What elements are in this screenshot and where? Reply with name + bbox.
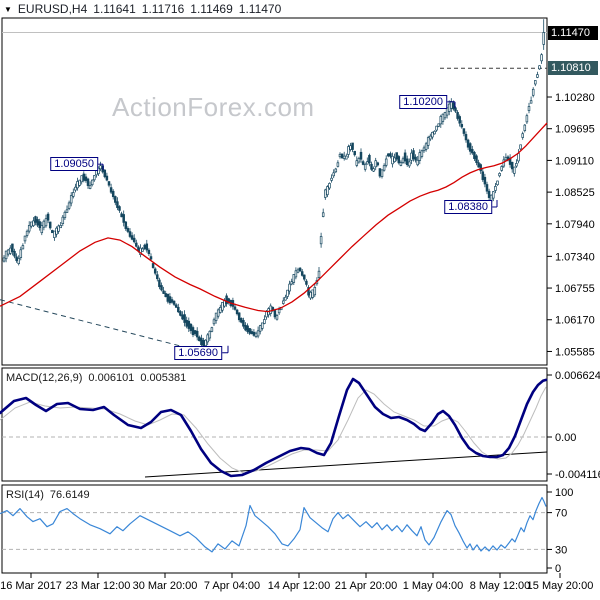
resistance-level-tag: 1.10810	[548, 61, 598, 76]
y-axis-label: 0	[555, 563, 561, 575]
ohlc-high: 1.11716	[141, 2, 185, 16]
y-axis-label: -0.004116	[555, 469, 600, 481]
y-axis-label: 0.006624	[555, 370, 600, 382]
time-axis-label: 8 May 12:00	[470, 580, 531, 592]
price-label-1-05690[interactable]: 1.05690	[174, 345, 222, 360]
macd-main-line	[0, 377, 548, 478]
ohlc-low: 1.11469	[190, 2, 233, 16]
current-price-tag: 1.11470	[548, 25, 598, 40]
y-axis-label: 30	[555, 544, 567, 556]
y-axis-label: 1.05585	[555, 346, 595, 358]
ohlc-open: 1.11641	[93, 2, 136, 16]
macd-indicator-label: MACD(12,26,9) 0.006101 0.005381	[6, 372, 186, 384]
chart-title-symbol: EURUSD,H4	[17, 2, 88, 16]
time-axis-label: 21 Apr 20:00	[335, 580, 397, 592]
rsi-indicator-label: RSI(14) 76.6149	[6, 489, 90, 501]
y-axis-label: 1.06170	[555, 315, 595, 327]
price-label-1-08380[interactable]: 1.08380	[444, 199, 492, 214]
time-axis-label: 15 May 20:00	[527, 580, 594, 592]
macd-label-name: MACD(12,26,9)	[6, 372, 83, 384]
macd-trendline[interactable]	[144, 451, 548, 478]
price-panel-canvas[interactable]	[1, 17, 548, 366]
time-axis-label: 23 Mar 12:00	[66, 580, 131, 592]
moving-average-line	[0, 122, 548, 313]
symbol-dropdown-icon[interactable]: ▼	[4, 4, 12, 14]
y-axis-label: 1.10280	[555, 92, 595, 104]
time-axis-label: 7 Apr 04:00	[204, 580, 260, 592]
y-axis-label: 70	[555, 508, 567, 520]
time-axis-label: 14 Apr 12:00	[268, 580, 330, 592]
y-axis-label: 1.09110	[555, 155, 594, 167]
rsi-value: 76.6149	[49, 489, 90, 501]
rsi-panel-canvas[interactable]	[1, 484, 548, 574]
macd-panel-canvas[interactable]	[1, 367, 548, 482]
watermark: ActionForex.com	[112, 92, 315, 122]
time-axis-label: 1 May 04:00	[403, 580, 464, 592]
macd-value-main: 0.006101	[88, 372, 135, 384]
rsi-line	[0, 496, 547, 553]
y-axis-label: 1.09695	[555, 124, 595, 136]
y-axis-label: 1.08525	[555, 187, 595, 199]
title-bar: ▼ EURUSD,H4 1.11641 1.11716 1.11469 1.11…	[4, 2, 281, 16]
price-label-1-10200[interactable]: 1.10200	[399, 94, 447, 109]
time-axis-label: 16 Mar 2017	[0, 580, 62, 592]
y-axis-label: 0.00	[555, 432, 576, 444]
price-label-1-09050[interactable]: 1.09050	[50, 157, 98, 172]
time-axis-label: 30 Mar 20:00	[133, 580, 198, 592]
macd-value-signal: 0.005381	[140, 372, 187, 384]
y-axis-label: 100	[555, 487, 573, 499]
y-axis-label: 1.07940	[555, 219, 595, 231]
rsi-label-name: RSI(14)	[6, 489, 44, 501]
ohlc-close: 1.11470	[238, 2, 282, 16]
candles-group	[2, 19, 545, 349]
y-axis-label: 1.06755	[555, 283, 595, 295]
y-axis-label: 1.07340	[555, 251, 595, 263]
